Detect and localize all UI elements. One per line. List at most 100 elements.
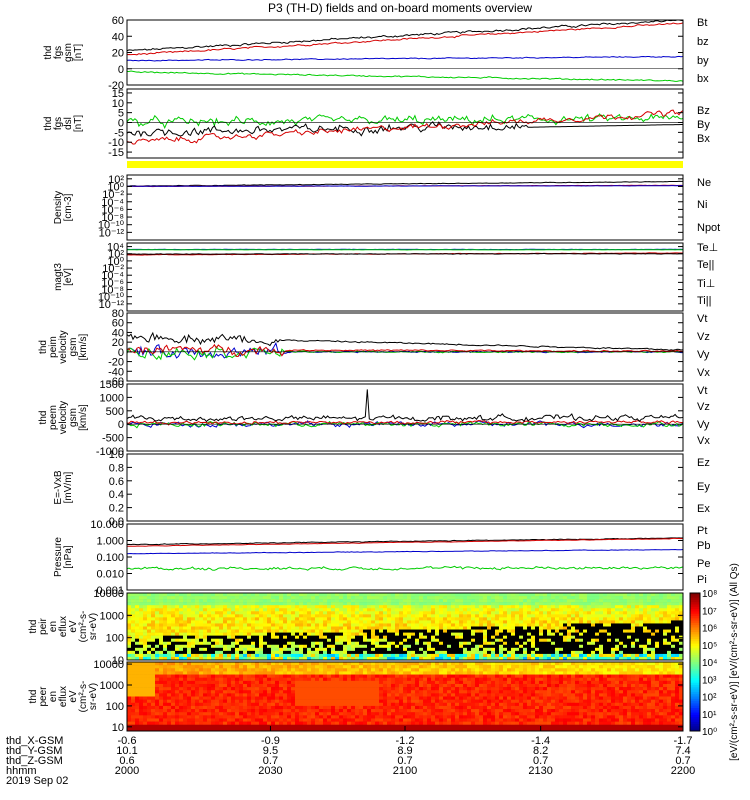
heatmap-cell xyxy=(139,614,144,618)
heatmap-cell xyxy=(547,626,552,630)
heatmap-cell xyxy=(635,617,640,621)
heatmap-cell xyxy=(171,635,176,639)
heatmap-cell xyxy=(403,620,408,624)
heatmap-cell xyxy=(555,638,560,643)
heatmap-cell xyxy=(543,623,548,627)
heatmap-cell xyxy=(519,593,524,597)
heatmap-cell xyxy=(167,653,172,658)
heatmap-cell xyxy=(495,596,500,600)
heatmap-cell xyxy=(491,644,496,649)
heatmap-cell xyxy=(291,727,296,732)
heatmap-cell xyxy=(391,593,396,597)
heatmap-cell xyxy=(199,668,204,672)
heatmap-cell xyxy=(335,693,340,697)
panel-frame xyxy=(126,242,684,312)
heatmap-cell xyxy=(607,608,612,612)
heatmap-cell xyxy=(455,653,460,658)
heatmap-cell xyxy=(419,677,424,682)
heatmap-cell xyxy=(299,611,304,615)
heatmap-cell xyxy=(471,611,476,615)
heatmap-cell xyxy=(355,617,360,621)
heatmap-cell xyxy=(219,715,224,719)
heatmap-cell xyxy=(387,650,392,655)
heatmap-cell xyxy=(671,635,676,639)
heatmap-cell xyxy=(127,593,132,597)
heatmap-cell xyxy=(419,605,424,609)
heatmap-cell xyxy=(623,647,628,652)
heatmap-cell xyxy=(131,593,136,597)
heatmap-cell xyxy=(467,656,472,661)
y-axis-label: velocity xyxy=(58,401,69,434)
heatmap-cell xyxy=(399,623,404,627)
heatmap-cell xyxy=(395,650,400,655)
heatmap-cell xyxy=(411,690,416,694)
heatmap-cell xyxy=(363,665,368,669)
heatmap-cell xyxy=(607,650,612,655)
heatmap-cell xyxy=(539,623,544,627)
heatmap-cell xyxy=(379,617,384,621)
heatmap-cell xyxy=(655,593,660,597)
heatmap-cell xyxy=(299,712,304,716)
heatmap-cell xyxy=(627,626,632,630)
heatmap-cell xyxy=(143,608,148,612)
heatmap-cell xyxy=(163,602,168,606)
heatmap-cell xyxy=(507,599,512,603)
heatmap-cell xyxy=(263,623,268,627)
heatmap-cell xyxy=(667,620,672,624)
heatmap-cell xyxy=(147,617,152,621)
heatmap-cell xyxy=(363,674,368,678)
heatmap-cell xyxy=(227,608,232,612)
heatmap-cell xyxy=(175,623,180,627)
heatmap-cell xyxy=(299,674,304,678)
heatmap-cell xyxy=(251,650,256,655)
heatmap-cell xyxy=(219,671,224,675)
heatmap-cell xyxy=(287,638,292,643)
heatmap-cell xyxy=(343,715,348,719)
heatmap-cell xyxy=(379,632,384,636)
heatmap-cell xyxy=(159,674,164,678)
heatmap-cell xyxy=(479,599,484,603)
heatmap-cell xyxy=(319,620,324,624)
heatmap-cell xyxy=(635,632,640,636)
heatmap-cell xyxy=(355,718,360,722)
heatmap-cell xyxy=(403,718,408,722)
heatmap-cell xyxy=(299,614,304,618)
heatmap-cell xyxy=(175,724,180,729)
heatmap-cell xyxy=(391,683,396,688)
heatmap-cell xyxy=(315,626,320,630)
heatmap-cell xyxy=(475,599,480,603)
heatmap-cell xyxy=(191,712,196,716)
heatmap-cell xyxy=(507,614,512,618)
heatmap-cell xyxy=(367,635,372,639)
heatmap-cell xyxy=(623,650,628,655)
heatmap-cell xyxy=(659,644,664,649)
heatmap-cell xyxy=(419,653,424,658)
heatmap-cell xyxy=(339,647,344,652)
heatmap-cell xyxy=(599,629,604,633)
heatmap-cell xyxy=(247,680,252,685)
heatmap-cell xyxy=(155,644,160,649)
heatmap-cell xyxy=(151,605,156,609)
heatmap-cell xyxy=(191,724,196,729)
heatmap-cell xyxy=(423,632,428,636)
heatmap-cell xyxy=(247,696,252,700)
heatmap-cell xyxy=(459,644,464,649)
heatmap-cell xyxy=(239,721,244,726)
heatmap-cell xyxy=(419,629,424,633)
heatmap-cell xyxy=(291,599,296,603)
heatmap-cell xyxy=(199,718,204,722)
heatmap-cell xyxy=(331,614,336,618)
heatmap-cell xyxy=(187,718,192,722)
heatmap-cell xyxy=(331,671,336,675)
heatmap-cell xyxy=(179,605,184,609)
heatmap-cell xyxy=(515,593,520,597)
heatmap-cell xyxy=(267,614,272,618)
heatmap-cell xyxy=(339,653,344,658)
heatmap-cell xyxy=(323,712,328,716)
heatmap-cell xyxy=(311,611,316,615)
heatmap-cell xyxy=(351,632,356,636)
heatmap-cell xyxy=(403,656,408,661)
heatmap-cell xyxy=(383,614,388,618)
